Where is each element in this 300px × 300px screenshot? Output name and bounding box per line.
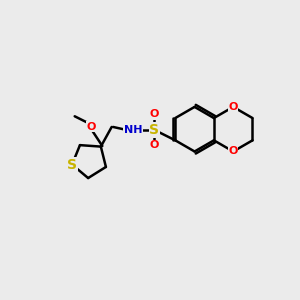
- Text: S: S: [67, 158, 77, 172]
- Text: O: O: [150, 110, 159, 119]
- Text: O: O: [150, 140, 159, 150]
- Text: O: O: [86, 122, 96, 132]
- Text: O: O: [229, 146, 238, 157]
- Text: O: O: [229, 102, 238, 112]
- Text: S: S: [149, 123, 160, 137]
- Text: NH: NH: [124, 125, 142, 135]
